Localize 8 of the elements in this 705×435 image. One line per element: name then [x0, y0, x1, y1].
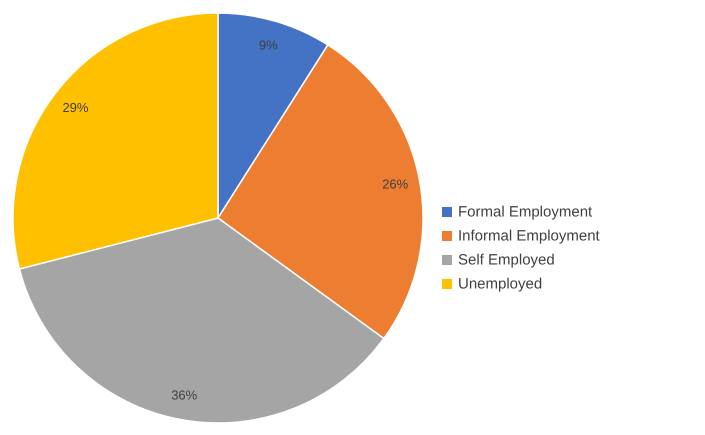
data-label: 9% [258, 37, 278, 52]
data-label: 36% [171, 388, 198, 403]
legend-label: Formal Employment [458, 204, 594, 220]
legend-label: Self Employed [458, 252, 555, 268]
legend-label: Unemployed [458, 276, 542, 292]
legend-label: Informal Employment [458, 228, 601, 244]
data-label: 29% [62, 100, 89, 115]
data-label: 26% [382, 176, 409, 192]
